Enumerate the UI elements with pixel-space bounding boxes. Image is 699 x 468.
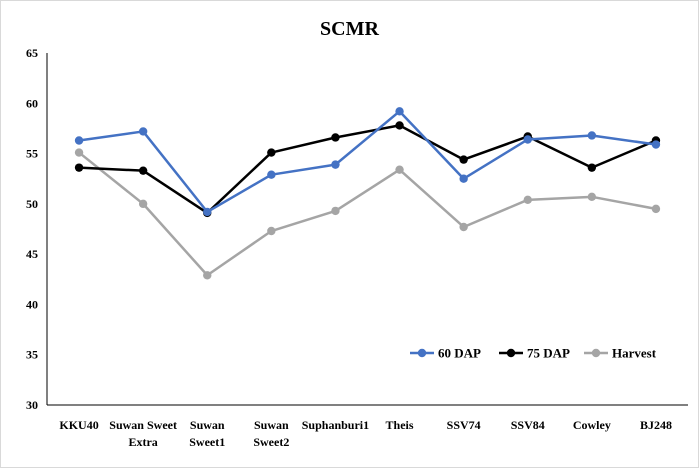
series-line-60-dap bbox=[78, 110, 657, 214]
data-point-harvest bbox=[395, 165, 404, 174]
data-point-60-dap bbox=[74, 136, 84, 145]
x-tick-label: Cowley bbox=[573, 418, 611, 432]
data-point-harvest bbox=[651, 204, 661, 214]
y-tick-label: 65 bbox=[26, 46, 38, 60]
legend-label-harvest: Harvest bbox=[612, 346, 657, 361]
data-point-60-dap bbox=[138, 127, 148, 136]
data-point-harvest bbox=[74, 148, 84, 157]
y-tick-label: 30 bbox=[26, 398, 38, 412]
legend-label-75-dap: 75 DAP bbox=[527, 346, 570, 361]
data-point-harvest bbox=[203, 271, 212, 280]
x-tick-label: Suwan Sweet Extra bbox=[109, 418, 177, 449]
data-point-60-dap bbox=[331, 160, 340, 169]
x-tick-label: Suwan Sweet1 bbox=[189, 418, 225, 449]
legend-marker-60-dap bbox=[417, 348, 427, 358]
x-tick-label: BJ248 bbox=[640, 418, 672, 432]
data-point-60-dap bbox=[651, 140, 661, 149]
data-point-60-dap bbox=[459, 174, 468, 183]
x-tick-label: SSV84 bbox=[511, 418, 545, 432]
y-tick-label: 35 bbox=[26, 348, 38, 362]
data-point-60-dap bbox=[395, 107, 404, 116]
data-point-harvest bbox=[331, 206, 340, 216]
legend-marker-harvest bbox=[591, 348, 601, 358]
data-point-75-dap bbox=[331, 133, 340, 142]
data-point-60-dap bbox=[267, 170, 276, 179]
data-point-harvest bbox=[267, 226, 276, 236]
data-point-harvest bbox=[138, 199, 148, 209]
y-tick-label: 60 bbox=[26, 96, 38, 110]
y-tick-label: 55 bbox=[26, 147, 38, 161]
x-tick-label: Suwan Sweet2 bbox=[253, 418, 289, 449]
data-point-harvest bbox=[459, 222, 468, 232]
x-tick-label: KKU40 bbox=[59, 418, 98, 432]
data-point-75-dap bbox=[74, 163, 84, 172]
x-tick-label: Suphanburi1 bbox=[302, 418, 369, 432]
data-point-60-dap bbox=[523, 135, 532, 144]
data-point-75-dap bbox=[459, 155, 468, 164]
data-point-75-dap bbox=[267, 148, 276, 157]
y-tick-label: 40 bbox=[26, 297, 38, 311]
x-tick-label: SSV74 bbox=[447, 418, 481, 432]
data-point-60-dap bbox=[203, 207, 212, 217]
series-line-75-dap bbox=[78, 124, 657, 215]
data-point-harvest bbox=[523, 195, 532, 205]
chart-title: SCMR bbox=[320, 18, 379, 40]
y-tick-label: 45 bbox=[26, 247, 38, 261]
x-tick-label: Theis bbox=[386, 418, 414, 432]
data-point-75-dap bbox=[138, 166, 148, 175]
data-point-harvest bbox=[587, 192, 597, 202]
y-tick-label: 50 bbox=[26, 197, 38, 211]
data-point-60-dap bbox=[587, 131, 597, 140]
legend-label-60-dap: 60 DAP bbox=[438, 346, 481, 361]
data-point-75-dap bbox=[395, 121, 404, 130]
data-point-75-dap bbox=[587, 163, 597, 172]
legend-marker-75-dap bbox=[506, 348, 516, 358]
series-line-harvest bbox=[78, 151, 657, 277]
